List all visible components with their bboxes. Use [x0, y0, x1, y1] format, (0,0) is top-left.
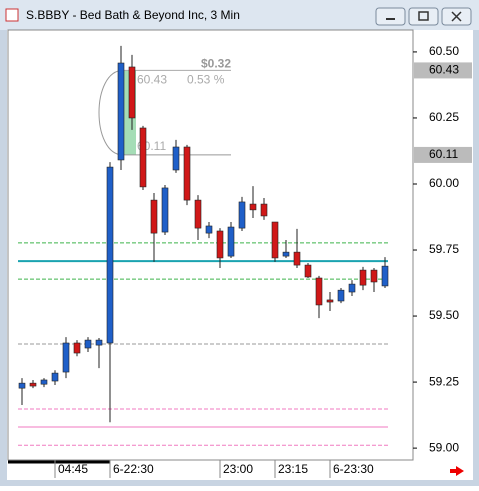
candle-body — [51, 372, 59, 382]
candle-body — [183, 146, 191, 201]
candle-body — [216, 230, 224, 259]
close-icon — [451, 11, 462, 22]
candle-body — [29, 382, 37, 387]
measure-change: $0.32 — [201, 57, 231, 71]
candle-body — [95, 339, 103, 346]
candle-body — [271, 221, 279, 259]
candle-body — [326, 299, 334, 303]
y-tick-label: 60.25 — [429, 110, 459, 124]
y-tick-label: 59.75 — [429, 242, 459, 256]
y-tick-label: 59.50 — [429, 308, 459, 322]
x-tick-label: 04:45 — [58, 462, 88, 476]
x-tick-label: 23:00 — [223, 462, 253, 476]
candle-body — [40, 379, 48, 385]
candle-body — [359, 269, 367, 286]
candle-body — [150, 199, 158, 234]
candle-body — [106, 166, 114, 344]
x-tick-label: 6-22:30 — [113, 462, 154, 476]
y-tick-label: 60.00 — [429, 176, 459, 190]
y-tick-label: 60.50 — [429, 44, 459, 58]
candle-body — [161, 187, 169, 233]
x-tick-label: 6-23:30 — [333, 462, 374, 476]
candle-body — [172, 146, 180, 171]
candle-body — [205, 225, 213, 234]
y-tick-label: 59.00 — [429, 440, 459, 454]
plot: 59.00 59.25 59.50 59.75 60.00 60.25 60.50 04:45… — [18, 44, 472, 478]
candle-body — [238, 201, 246, 229]
plot-area — [7, 29, 414, 461]
candle-body — [139, 127, 147, 188]
candle-body — [315, 277, 323, 306]
price-marker-label: 60.43 — [429, 63, 459, 77]
candle-body — [194, 199, 202, 229]
candle-body — [304, 264, 312, 278]
window-title: S.BBBY - Bed Bath & Beyond Inc, 3 Min — [26, 8, 240, 22]
minimize-icon — [386, 18, 395, 20]
measure-arc — [98, 69, 124, 156]
candle-body — [370, 269, 378, 283]
app-icon — [5, 8, 19, 22]
candle-body — [337, 289, 345, 302]
candle-body — [84, 339, 92, 349]
window-buttons — [375, 7, 472, 26]
candle-body — [18, 382, 26, 389]
candle-body — [282, 251, 290, 257]
price-marker-label: 60.11 — [429, 147, 458, 161]
maximize-icon — [418, 11, 429, 21]
y-tick-label: 59.25 — [429, 374, 459, 388]
price-marker — [414, 146, 472, 163]
candle-body — [260, 203, 268, 217]
candle-body — [381, 265, 389, 287]
measure-from-label: 60.43 — [137, 73, 167, 87]
minimize-button[interactable] — [375, 7, 406, 26]
candle-body — [348, 283, 356, 293]
candle-body — [249, 203, 257, 211]
candle-body — [62, 342, 70, 373]
candle-body — [73, 342, 81, 354]
measure-percent: 0.53 % — [187, 73, 225, 87]
scroll-arrow[interactable] — [450, 466, 464, 476]
maximize-button[interactable] — [408, 7, 439, 26]
candle-body — [117, 62, 125, 161]
price-marker — [414, 62, 472, 79]
x-tick-label: 23:15 — [278, 462, 308, 476]
candle-body — [227, 226, 235, 257]
candle-body — [128, 66, 136, 119]
candle-body — [293, 251, 301, 266]
